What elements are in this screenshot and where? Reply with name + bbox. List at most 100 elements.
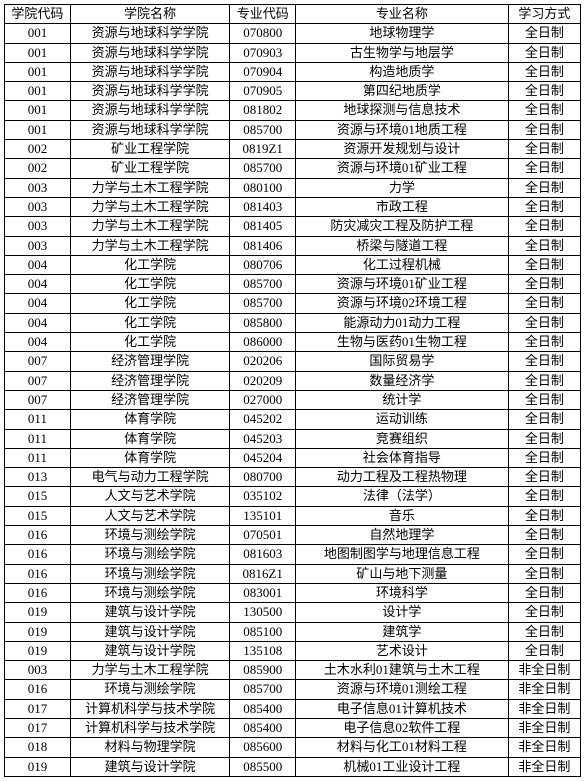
table-cell: 085600 [230, 738, 296, 757]
table-row: 001资源与地球科学学院070903古生物学与地层学全日制 [5, 43, 581, 62]
table-cell: 音乐 [296, 506, 509, 525]
table-cell: 力学与土木工程学院 [70, 197, 229, 216]
table-cell: 070903 [230, 43, 296, 62]
table-cell: 004 [5, 275, 71, 294]
table-cell: 资源与环境01矿业工程 [296, 159, 509, 178]
table-cell: 011 [5, 410, 71, 429]
table-row: 001资源与地球科学学院081802地球探测与信息技术全日制 [5, 101, 581, 120]
table-cell: 环境与测绘学院 [70, 680, 229, 699]
table-cell: 资源与地球科学学院 [70, 24, 229, 43]
table-cell: 003 [5, 197, 71, 216]
table-cell: 011 [5, 448, 71, 467]
table-cell: 资源与地球科学学院 [70, 120, 229, 139]
table-cell: 矿业工程学院 [70, 140, 229, 159]
table-cell: 004 [5, 333, 71, 352]
table-cell: 全日制 [508, 43, 580, 62]
table-cell: 081603 [230, 545, 296, 564]
table-cell: 081802 [230, 101, 296, 120]
table-cell: 资源与地球科学学院 [70, 101, 229, 120]
table-cell: 全日制 [508, 603, 580, 622]
table-cell: 全日制 [508, 352, 580, 371]
table-cell: 体育学院 [70, 410, 229, 429]
table-cell: 020206 [230, 352, 296, 371]
table-cell: 环境与测绘学院 [70, 583, 229, 602]
table-row: 019建筑与设计学院085500机械01工业设计工程非全日制 [5, 757, 581, 776]
table-cell: 化工学院 [70, 313, 229, 332]
col-header-major-code: 专业代码 [230, 5, 296, 24]
table-cell: 全日制 [508, 197, 580, 216]
table-cell: 资源与环境01地质工程 [296, 120, 509, 139]
table-cell: 085700 [230, 120, 296, 139]
col-header-code: 学院代码 [5, 5, 71, 24]
table-cell: 085400 [230, 718, 296, 737]
table-cell: 016 [5, 680, 71, 699]
table-cell: 全日制 [508, 583, 580, 602]
table-row: 007经济管理学院020206国际贸易学全日制 [5, 352, 581, 371]
table-cell: 016 [5, 583, 71, 602]
table-cell: 017 [5, 699, 71, 718]
table-cell: 能源动力01动力工程 [296, 313, 509, 332]
table-cell: 非全日制 [508, 738, 580, 757]
table-cell: 070800 [230, 24, 296, 43]
table-header: 学院代码 学院名称 专业代码 专业名称 学习方式 [5, 5, 581, 24]
col-header-mode: 学习方式 [508, 5, 580, 24]
table-cell: 013 [5, 468, 71, 487]
table-cell: 085400 [230, 699, 296, 718]
table-cell: 非全日制 [508, 699, 580, 718]
table-cell: 045202 [230, 410, 296, 429]
table-cell: 艺术设计 [296, 641, 509, 660]
table-cell: 数量经济学 [296, 371, 509, 390]
table-row: 003力学与土木工程学院081403市政工程全日制 [5, 197, 581, 216]
table-row: 011体育学院045203竞赛组织全日制 [5, 429, 581, 448]
table-cell: 经济管理学院 [70, 371, 229, 390]
table-cell: 资源与环境01测绘工程 [296, 680, 509, 699]
table-cell: 资源与环境02环境工程 [296, 294, 509, 313]
table-row: 004化工学院080706化工过程机械全日制 [5, 255, 581, 274]
table-cell: 地图制图学与地理信息工程 [296, 545, 509, 564]
table-cell: 016 [5, 564, 71, 583]
table-cell: 001 [5, 120, 71, 139]
table-cell: 全日制 [508, 24, 580, 43]
table-row: 016环境与测绘学院0816Z1矿山与地下测量全日制 [5, 564, 581, 583]
table-cell: 083001 [230, 583, 296, 602]
table-cell: 002 [5, 140, 71, 159]
table-row: 003力学与土木工程学院080100力学全日制 [5, 178, 581, 197]
table-cell: 资源与地球科学学院 [70, 43, 229, 62]
table-cell: 计算机科学与技术学院 [70, 699, 229, 718]
table-cell: 竞赛组织 [296, 429, 509, 448]
table-cell: 001 [5, 82, 71, 101]
table-cell: 统计学 [296, 390, 509, 409]
col-header-college: 学院名称 [70, 5, 229, 24]
table-cell: 002 [5, 159, 71, 178]
table-cell: 019 [5, 757, 71, 776]
table-cell: 085700 [230, 159, 296, 178]
table-cell: 全日制 [508, 641, 580, 660]
table-cell: 经济管理学院 [70, 390, 229, 409]
table-cell: 资源开发规划与设计 [296, 140, 509, 159]
table-cell: 建筑与设计学院 [70, 622, 229, 641]
table-cell: 资源与环境01矿业工程 [296, 275, 509, 294]
table-cell: 全日制 [508, 62, 580, 81]
table-cell: 化工过程机械 [296, 255, 509, 274]
table-cell: 资源与地球科学学院 [70, 82, 229, 101]
table-cell: 体育学院 [70, 429, 229, 448]
table-cell: 007 [5, 352, 71, 371]
table-row: 004化工学院085800能源动力01动力工程全日制 [5, 313, 581, 332]
table-cell: 化工学院 [70, 275, 229, 294]
table-cell: 电子信息01计算机技术 [296, 699, 509, 718]
table-cell: 080706 [230, 255, 296, 274]
table-cell: 085800 [230, 313, 296, 332]
table-cell: 全日制 [508, 468, 580, 487]
table-cell: 建筑与设计学院 [70, 641, 229, 660]
table-row: 016环境与测绘学院081603地图制图学与地理信息工程全日制 [5, 545, 581, 564]
table-row: 001资源与地球科学学院070800地球物理学全日制 [5, 24, 581, 43]
table-cell: 080700 [230, 468, 296, 487]
table-cell: 化工学院 [70, 255, 229, 274]
table-cell: 自然地理学 [296, 526, 509, 545]
table-cell: 070904 [230, 62, 296, 81]
table-cell: 全日制 [508, 371, 580, 390]
table-cell: 矿业工程学院 [70, 159, 229, 178]
table-cell: 045204 [230, 448, 296, 467]
table-row: 015人文与艺术学院135101音乐全日制 [5, 506, 581, 525]
table-cell: 018 [5, 738, 71, 757]
